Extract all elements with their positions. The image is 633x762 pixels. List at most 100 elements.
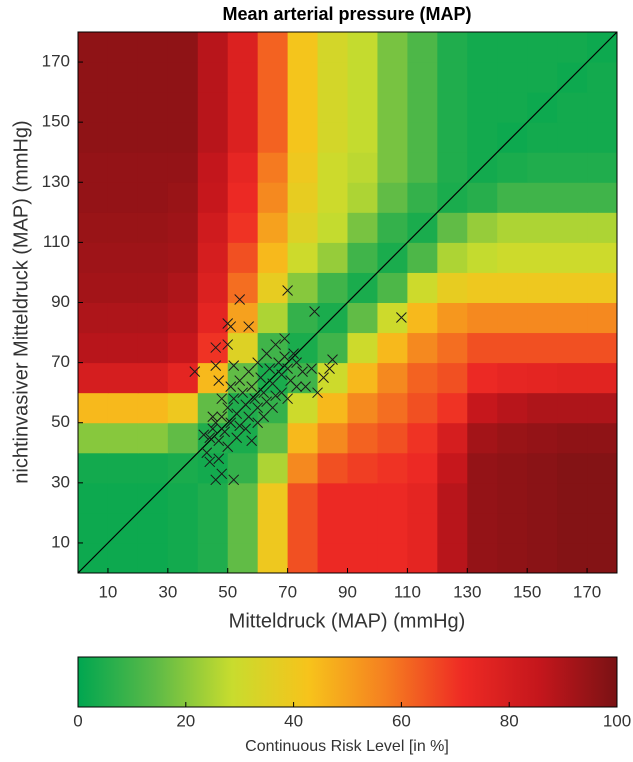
heatmap-cell [527, 422, 558, 454]
heatmap-cell [167, 542, 199, 574]
heatmap-cell [287, 272, 319, 303]
colorbar-tick-label: 0 [73, 711, 82, 730]
scatter-marker [255, 372, 267, 383]
heatmap-cell [467, 212, 498, 243]
scatter-marker [219, 426, 231, 438]
colorbar [77, 656, 618, 708]
scatter-marker [246, 435, 258, 447]
heatmap-cell [227, 122, 259, 153]
heatmap-cell [587, 452, 618, 484]
heatmap-cell [347, 392, 378, 424]
heatmap-cell [437, 482, 468, 514]
heatmap-cell [257, 212, 289, 243]
heatmap-cell [317, 332, 348, 364]
heatmap-cell [497, 422, 528, 454]
scatter-marker [222, 339, 234, 350]
heatmap-cell [377, 152, 408, 183]
heatmap-cell [137, 92, 169, 123]
heatmap-cell [407, 302, 438, 334]
heatmap-cell [78, 62, 109, 93]
heatmap-cell [78, 152, 109, 183]
heatmap-cell [587, 182, 618, 213]
heatmap-cell [407, 392, 438, 424]
heatmap-cell [557, 242, 588, 273]
scatter-marker [318, 372, 329, 383]
scatter-marker [264, 363, 275, 374]
heatmap-cell [197, 362, 229, 394]
scatter-marker [204, 432, 216, 444]
heatmap-cell [587, 422, 618, 454]
colorbar-tick-label: 80 [500, 711, 519, 730]
heatmap-cell [587, 512, 618, 544]
heatmap-cell [467, 92, 498, 123]
heatmap-cell [197, 332, 229, 364]
heatmap-cell [407, 272, 438, 303]
heatmap-cell [407, 152, 438, 183]
scatter-marker [234, 375, 246, 386]
heatmap-cell [377, 122, 408, 153]
heatmap-cell [227, 482, 259, 514]
heatmap-cell [137, 302, 169, 334]
heatmap-cell [167, 302, 199, 334]
heatmap-cell [317, 512, 348, 544]
heatmap-cell [227, 512, 259, 544]
heatmap-cell [78, 452, 109, 484]
heatmap-cell [167, 122, 199, 153]
heatmap-cell [167, 482, 199, 514]
heatmap-cell [227, 182, 259, 213]
colorbar-tick-label: 60 [392, 711, 411, 730]
heatmap-cell [317, 392, 348, 424]
heatmap-cell [197, 302, 229, 334]
heatmap-cell [137, 542, 169, 574]
heatmap-cell [347, 332, 378, 364]
heatmap-cell [257, 152, 289, 183]
heatmap-cell [557, 452, 588, 484]
heatmap-cell [347, 302, 378, 334]
heatmap-cell [437, 242, 468, 273]
heatmap-cell [527, 62, 558, 93]
heatmap-cell [317, 212, 348, 243]
heatmap-cell [437, 152, 468, 183]
heatmap-cell [167, 512, 199, 544]
heatmap-cell [287, 242, 319, 273]
heatmap-cell [107, 242, 139, 273]
scatter-marker [288, 348, 299, 359]
heatmap-cell [257, 272, 289, 303]
heatmap-cell [437, 362, 468, 394]
heatmap-cell [137, 272, 169, 303]
colorbar-tick-label: 40 [284, 711, 303, 730]
heatmap-cell [557, 302, 588, 334]
heatmap-cell [78, 122, 109, 153]
y-tick-label: 50 [51, 412, 70, 431]
x-tick-label: 110 [394, 582, 421, 601]
heatmap-cell [347, 542, 378, 574]
heatmap-cell [137, 182, 169, 213]
scatter-marker [396, 312, 407, 323]
heatmap-cell [557, 92, 588, 123]
heatmap-cell [227, 212, 259, 243]
scatter-marker [282, 285, 293, 296]
heatmap-cell [78, 302, 109, 334]
scatter-marker [228, 474, 240, 486]
heatmap-cell [497, 512, 528, 544]
x-tick-label: 130 [453, 582, 481, 601]
heatmap-cell [497, 482, 528, 514]
heatmap-cell [587, 272, 618, 303]
heatmap-cell [467, 362, 498, 394]
heatmap-cell [197, 242, 229, 273]
heatmap-cell [137, 362, 169, 394]
heatmap-cell [78, 92, 109, 123]
heatmap-cell [437, 302, 468, 334]
heatmap-cell [467, 122, 498, 153]
heatmap-cell [137, 212, 169, 243]
heatmap-cell [197, 212, 229, 243]
heatmap-cell [78, 182, 109, 213]
heatmap-cell [347, 482, 378, 514]
heatmap-cell [377, 212, 408, 243]
heatmap-cell [167, 332, 199, 364]
heatmap-cell [407, 512, 438, 544]
heatmap-cell [467, 332, 498, 364]
scatter-marker [261, 348, 273, 359]
heatmap-cell [347, 452, 378, 484]
heatmap-cell [557, 482, 588, 514]
